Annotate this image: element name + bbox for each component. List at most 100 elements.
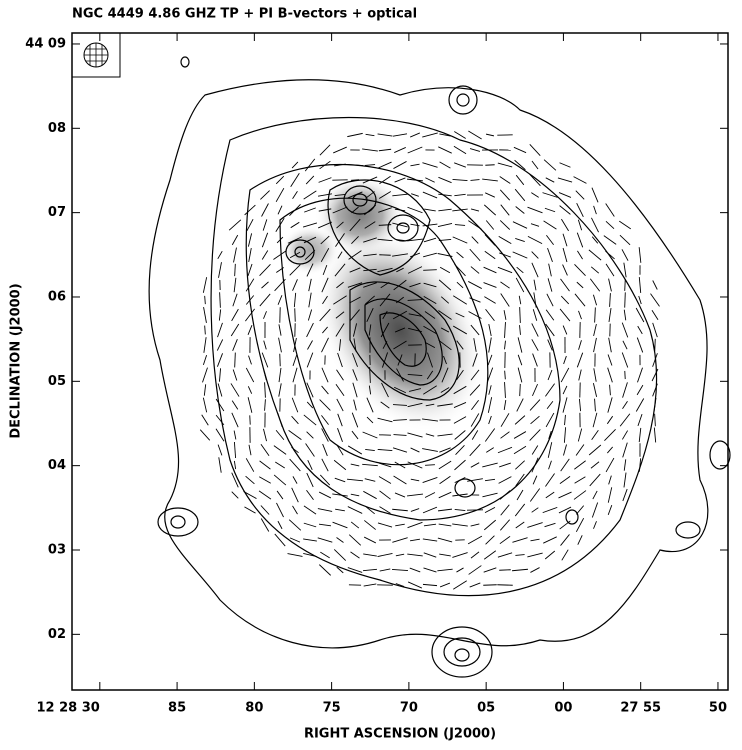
b-vector	[489, 385, 491, 394]
b-vector	[593, 295, 596, 306]
b-vector	[408, 147, 423, 153]
b-vector	[439, 492, 452, 498]
b-vector	[564, 427, 565, 442]
b-vector	[219, 262, 222, 278]
b-vector	[520, 307, 521, 323]
b-vector	[486, 536, 495, 545]
b-vector	[364, 584, 377, 586]
b-vector	[622, 323, 628, 338]
b-vector	[393, 134, 407, 136]
b-vector	[320, 552, 329, 558]
b-vector	[291, 222, 300, 227]
b-vector	[276, 430, 284, 440]
b-vector	[229, 220, 241, 230]
b-vector	[574, 461, 585, 470]
b-vector	[471, 267, 479, 274]
b-vector	[347, 479, 363, 481]
x-tick-label: 00	[554, 701, 572, 716]
b-vector	[275, 462, 284, 468]
b-vector	[623, 341, 627, 349]
b-vector	[638, 414, 642, 426]
b-vector	[235, 264, 236, 276]
b-vector	[410, 539, 420, 541]
b-vector	[309, 293, 311, 308]
b-vector	[337, 399, 343, 411]
b-vector	[546, 235, 553, 244]
b-vector	[278, 521, 282, 529]
b-vector	[625, 279, 626, 291]
b-vector	[470, 180, 479, 181]
b-vector	[591, 267, 599, 273]
b-vector	[606, 458, 614, 472]
x-axis-label: RIGHT ASCENSION (J2000)	[304, 727, 496, 742]
b-vector	[261, 444, 269, 456]
b-vector	[264, 341, 267, 350]
b-vector	[498, 447, 512, 452]
b-vector	[489, 338, 492, 353]
b-vector	[306, 176, 314, 184]
b-vector	[543, 507, 558, 512]
b-vector	[394, 476, 407, 484]
b-vector	[578, 220, 581, 230]
b-vector	[288, 554, 303, 557]
b-vector	[653, 323, 658, 337]
b-vector	[546, 492, 554, 498]
b-vector	[471, 552, 479, 558]
b-vector	[306, 490, 313, 500]
b-vector	[423, 539, 437, 541]
b-vector	[592, 502, 597, 517]
b-vector	[293, 191, 298, 198]
b-vector	[532, 252, 539, 259]
b-vector	[367, 417, 373, 423]
b-vector	[246, 476, 255, 484]
b-vector	[322, 368, 328, 383]
b-vector	[532, 339, 538, 350]
b-vector	[439, 554, 451, 556]
b-vector	[293, 368, 297, 382]
b-vector	[424, 568, 437, 572]
b-vector	[200, 430, 210, 441]
b-vector	[337, 428, 342, 442]
b-vector	[218, 384, 222, 397]
b-vector	[338, 414, 343, 426]
b-vector	[423, 270, 437, 271]
b-vector	[216, 415, 224, 425]
b-vector	[293, 354, 297, 366]
b-vector	[455, 225, 465, 226]
b-vector	[278, 295, 282, 304]
b-vector	[456, 568, 463, 572]
b-vector	[468, 281, 482, 288]
b-vector	[532, 323, 538, 336]
b-vector	[304, 415, 316, 425]
b-vector	[320, 400, 331, 411]
b-vector	[202, 415, 209, 426]
b-vector	[307, 432, 314, 439]
b-vector	[595, 307, 596, 322]
b-vector	[577, 282, 583, 288]
b-vector	[248, 264, 252, 276]
b-vector	[514, 446, 526, 453]
b-vector	[548, 442, 551, 458]
b-vector	[534, 280, 536, 291]
b-vector	[624, 473, 626, 488]
b-vector	[320, 145, 330, 155]
b-vector	[293, 279, 298, 290]
b-vector	[484, 267, 497, 273]
b-vector	[393, 435, 406, 436]
b-vector	[498, 553, 512, 557]
b-vector	[278, 206, 282, 215]
b-vector	[335, 509, 345, 511]
b-vector	[437, 569, 452, 571]
b-vector	[520, 325, 521, 335]
b-vector	[439, 524, 452, 526]
b-vector	[594, 368, 596, 381]
b-vector	[249, 445, 251, 455]
b-vector	[319, 492, 331, 498]
b-vector	[545, 474, 554, 487]
b-vector	[263, 311, 266, 319]
b-vector	[231, 324, 239, 336]
b-vector	[423, 507, 437, 513]
b-vector	[482, 493, 497, 497]
b-vector	[606, 264, 614, 276]
b-vector	[410, 568, 420, 572]
